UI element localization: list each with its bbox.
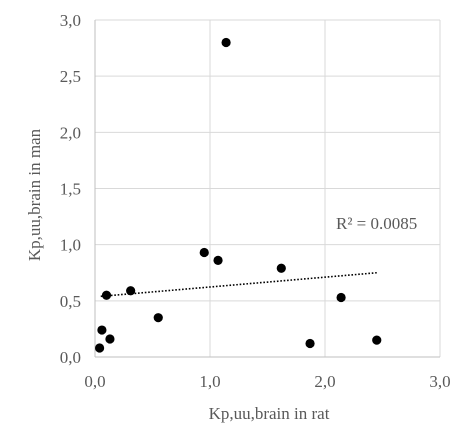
y-tick-label: 1,0 xyxy=(60,236,81,255)
y-tick-label: 0,0 xyxy=(60,348,81,367)
y-tick-label: 0,5 xyxy=(60,292,81,311)
x-tick-label: 1,0 xyxy=(199,372,220,391)
data-point xyxy=(97,325,107,335)
x-axis-title: Kp,uu,brain in rat xyxy=(209,404,330,423)
axes xyxy=(94,20,440,358)
x-tick-labels: 0,0 1,0 2,0 3,0 xyxy=(84,372,450,391)
r-squared-annotation: R² = 0.0085 xyxy=(336,214,417,233)
data-point xyxy=(305,338,315,349)
y-tick-label: 1,5 xyxy=(60,180,81,199)
data-point xyxy=(153,313,163,323)
data-point xyxy=(101,290,112,300)
data-point xyxy=(105,334,115,344)
trendline xyxy=(100,271,377,298)
data-point xyxy=(213,255,223,265)
x-tick-label: 3,0 xyxy=(429,372,450,391)
x-tick-label: 0,0 xyxy=(84,372,105,391)
y-tick-label: 2,5 xyxy=(60,67,81,86)
data-point xyxy=(221,37,231,48)
y-tick-label: 3,0 xyxy=(60,11,81,30)
x-tick-label: 2,0 xyxy=(314,372,335,391)
data-point xyxy=(95,343,105,353)
y-axis-title: Kp,uu,brain in man xyxy=(25,128,44,261)
data-point xyxy=(126,286,136,296)
y-tick-label: 2,0 xyxy=(60,123,81,142)
data-point xyxy=(276,263,286,273)
data-point xyxy=(336,292,346,303)
data-point xyxy=(372,335,382,345)
grid-lines xyxy=(94,19,441,358)
data-points xyxy=(95,37,382,353)
data-point xyxy=(199,247,209,258)
y-tick-labels: 0,0 0,5 1,0 1,5 2,0 2,5 3,0 xyxy=(60,11,81,367)
